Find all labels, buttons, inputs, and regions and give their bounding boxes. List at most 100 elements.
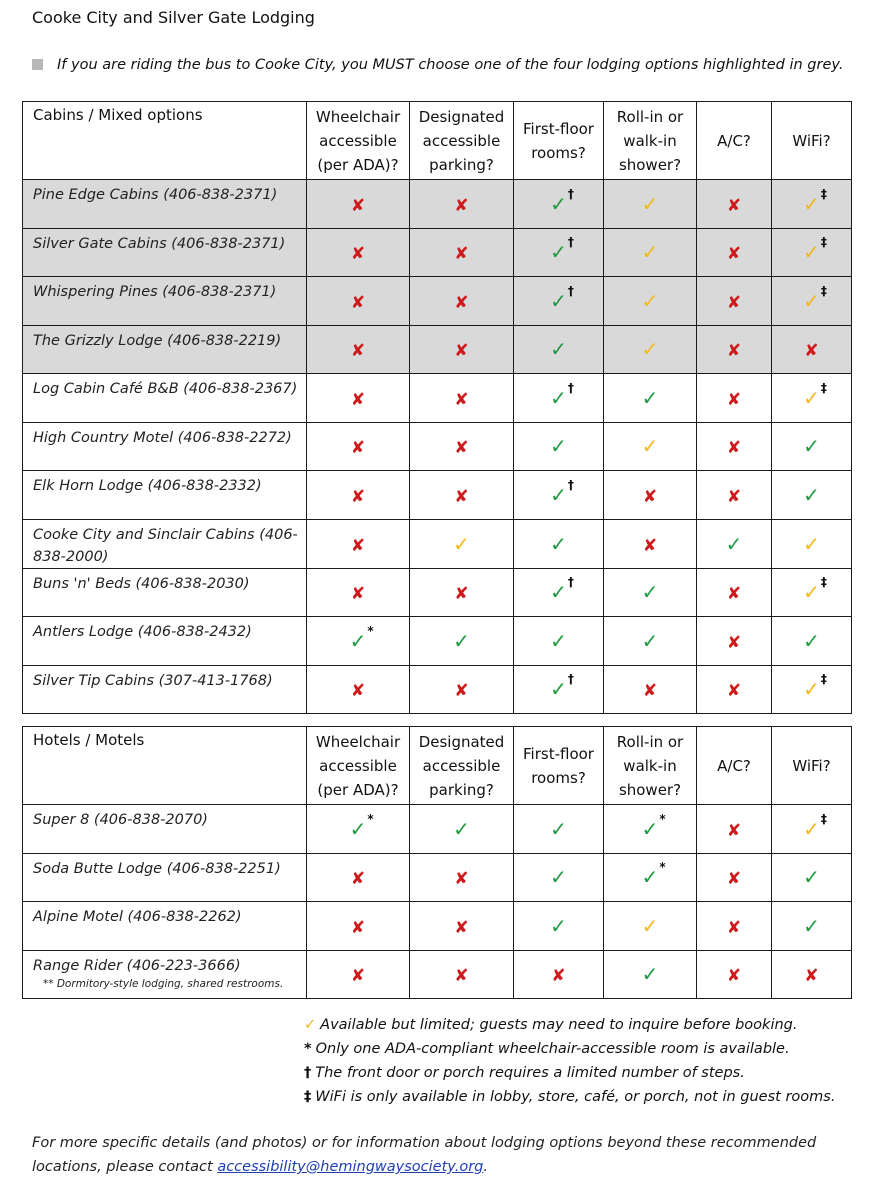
header-ac: A/C?: [696, 101, 772, 180]
green-check-icon: ✓: [641, 385, 659, 410]
status-cell: ✓ †: [513, 227, 604, 277]
double-dagger-symbol: ‡: [304, 1089, 312, 1105]
grey-square-icon: [32, 59, 43, 70]
status-cell: ✘: [513, 949, 604, 999]
yellow-check-icon: ✓ ‡: [803, 186, 827, 216]
lodging-name: Cooke City and Sinclair Cabins (406-838-…: [22, 518, 307, 569]
status-cell: ✘: [306, 324, 410, 374]
hotels-table: Hotels / Motels Wheelchair accessible (p…: [22, 726, 852, 999]
status-cell: ✓: [771, 852, 852, 902]
red-x-icon: ✘: [454, 195, 469, 216]
green-check-icon: ✓: [803, 865, 820, 890]
lodging-name: Elk Horn Lodge (406-838-2332): [22, 470, 307, 520]
red-x-icon: ✘: [726, 486, 742, 507]
green-check-icon: ✓: [803, 434, 820, 459]
status-cell: ✘: [306, 470, 410, 520]
status-cell: ✘: [696, 852, 772, 902]
footnote-mark: ‡: [820, 380, 827, 395]
header-parking: Designated accessible parking?: [409, 726, 514, 805]
yellow-check-icon: ✓ ‡: [803, 380, 827, 410]
green-check-icon: ✓: [725, 531, 743, 556]
green-check-icon: ✓: [550, 628, 567, 653]
red-x-icon: ✘: [726, 438, 742, 459]
red-x-icon: ✘: [726, 869, 742, 890]
footnote-mark: ‡: [820, 186, 827, 201]
green-check-icon: ✓ †: [550, 477, 574, 507]
table-row: The Grizzly Lodge (406-838-2219) ✘ ✘ ✓ ✓ ✘ ✘: [22, 324, 852, 374]
header-wifi: WiFi?: [771, 101, 852, 180]
footnote-mark: †: [567, 575, 574, 590]
green-check-icon: ✓: [803, 913, 820, 938]
yellow-check-icon: ✓ ‡: [803, 811, 827, 841]
status-cell: ✓: [603, 421, 697, 471]
status-cell: ✘: [409, 664, 514, 714]
green-check-icon: ✓: [641, 580, 659, 605]
status-cell: ✘: [603, 518, 697, 569]
legend-limited: ✓ Available but limited; guests may need …: [304, 1013, 835, 1037]
status-cell: ✓ *: [306, 804, 410, 854]
red-x-icon: ✘: [642, 681, 658, 702]
red-x-icon: ✘: [726, 389, 742, 410]
status-cell: ✓: [603, 901, 697, 951]
footnote-mark: *: [659, 860, 666, 875]
bus-note-text: If you are riding the bus to Cooke City,…: [57, 57, 844, 73]
red-x-icon: ✘: [350, 535, 366, 556]
red-x-icon: ✘: [804, 966, 819, 987]
table-row: Soda Butte Lodge (406-838-2251) ✘ ✘ ✓ ✓ * ✘ ✓: [22, 852, 852, 902]
legend: ✓ Available but limited; guests may need …: [304, 1013, 835, 1109]
yellow-check-icon: ✓: [641, 191, 659, 216]
status-cell: ✘: [306, 276, 410, 326]
red-x-icon: ✘: [350, 681, 366, 702]
red-x-icon: ✘: [726, 966, 742, 987]
lodging-name-text: Silver Gate Cabins (406-838-2371): [33, 235, 286, 252]
green-check-icon: ✓: [550, 337, 567, 362]
red-x-icon: ✘: [350, 389, 366, 410]
footnote-mark: †: [567, 186, 574, 201]
lodging-name: Range Rider (406-223-3666) ** Dormitory-s…: [22, 949, 307, 999]
legend-double-dagger: ‡ WiFi is only available in lobby, store,…: [304, 1085, 835, 1109]
lodging-name: Silver Tip Cabins (307-413-1768): [22, 664, 307, 714]
status-cell: ✘: [696, 179, 772, 229]
green-check-icon: ✓: [641, 628, 659, 653]
status-cell: ✘: [409, 276, 514, 326]
dagger-symbol: †: [304, 1065, 312, 1081]
status-cell: ✓: [513, 616, 604, 666]
status-cell: ✘: [603, 470, 697, 520]
legend-star-text: Only one ADA-compliant wheelchair-access…: [315, 1041, 790, 1057]
status-cell: ✓ †: [513, 373, 604, 423]
green-check-icon: ✓ †: [550, 235, 574, 265]
status-cell: ✘: [306, 373, 410, 423]
red-x-icon: ✘: [726, 341, 742, 362]
green-check-icon: ✓: [550, 531, 567, 556]
status-cell: ✓: [603, 373, 697, 423]
legend-ddagger-text: WiFi is only available in lobby, store, …: [315, 1089, 836, 1105]
red-x-icon: ✘: [642, 535, 658, 556]
status-cell: ✓ ‡: [771, 227, 852, 277]
footer-end: .: [483, 1159, 488, 1175]
lodging-name: Buns 'n' Beds (406-838-2030): [22, 567, 307, 617]
status-cell: ✘: [696, 804, 772, 854]
header-row: Cabins / Mixed options Wheelchair access…: [22, 101, 852, 180]
red-x-icon: ✘: [454, 681, 469, 702]
green-check-icon: ✓: [641, 962, 659, 987]
cabins-table: Cabins / Mixed options Wheelchair access…: [22, 101, 852, 714]
status-cell: ✘: [306, 567, 410, 617]
footnote-mark: †: [567, 477, 574, 492]
status-cell: ✘: [696, 227, 772, 277]
lodging-name-text: Super 8 (406-838-2070): [33, 812, 208, 828]
status-cell: ✓ †: [513, 567, 604, 617]
table-row: Super 8 (406-838-2070) ✓ * ✓ ✓ ✓ * ✘ ✓ ‡: [22, 804, 852, 854]
green-check-icon: ✓: [550, 865, 567, 890]
footnote-mark: †: [567, 235, 574, 250]
header-parking: Designated accessible parking?: [409, 101, 514, 180]
green-check-icon: ✓ *: [349, 811, 374, 841]
green-check-icon: ✓ †: [550, 380, 574, 410]
red-x-icon: ✘: [454, 584, 469, 605]
email-link[interactable]: accessibility@hemingwaysociety.org: [217, 1159, 484, 1175]
table-row: Elk Horn Lodge (406-838-2332) ✘ ✘ ✓ † ✘ ✘ ✓: [22, 470, 852, 520]
footnote-mark: *: [367, 811, 374, 826]
status-cell: ✓ ‡: [771, 664, 852, 714]
lodging-name: Whispering Pines (406-838-2371): [22, 276, 307, 326]
red-x-icon: ✘: [726, 820, 742, 841]
footnote-mark: *: [367, 623, 374, 638]
